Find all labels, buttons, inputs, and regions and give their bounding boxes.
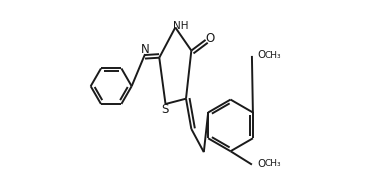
Text: CH₃: CH₃ — [264, 159, 281, 168]
Text: NH: NH — [173, 21, 188, 31]
Text: S: S — [161, 103, 168, 116]
Text: O: O — [257, 50, 266, 60]
Text: O: O — [205, 32, 215, 45]
Text: O: O — [257, 159, 266, 169]
Text: N: N — [141, 43, 150, 56]
Text: CH₃: CH₃ — [264, 50, 281, 60]
